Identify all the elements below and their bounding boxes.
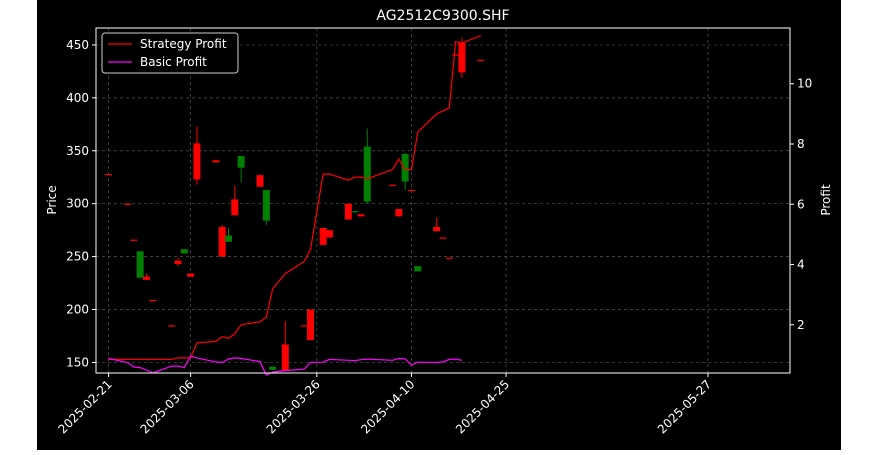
candle-body [433, 226, 441, 232]
candle-body [401, 153, 409, 182]
y-left-tick-label: 350 [66, 144, 89, 158]
candle-body [180, 249, 188, 254]
y-left-tick-label: 200 [66, 303, 89, 317]
candle-body [237, 156, 245, 168]
candle-body [363, 146, 371, 202]
candle-body [439, 237, 447, 239]
candle-body [105, 174, 113, 176]
candle-body [407, 189, 415, 192]
candle-body [319, 228, 327, 245]
candle-body [395, 208, 403, 217]
candle-body [281, 344, 289, 371]
basic-profit-line [108, 355, 463, 376]
y-right-tick-label: 6 [797, 197, 805, 211]
candle-body [351, 211, 359, 213]
candle-body [212, 160, 220, 163]
candle-body [300, 325, 308, 327]
candle-body [414, 266, 422, 272]
legend-basic-label: Basic Profit [140, 55, 207, 69]
candle-body [142, 276, 150, 280]
grid-lines [96, 28, 790, 373]
y-right-tick-label: 10 [797, 77, 812, 91]
candle-body [344, 203, 352, 220]
figure-background [37, 0, 841, 450]
plot-frame [95, 27, 791, 374]
candle-body [452, 54, 460, 56]
candle-body [187, 273, 195, 277]
y-left-tick-label: 400 [66, 91, 89, 105]
candle-body [136, 251, 144, 278]
candle-body [149, 299, 157, 302]
candle-body [174, 260, 182, 264]
strategy-profit-line [108, 34, 482, 360]
candle-body [269, 366, 277, 370]
y-left-tick-label: 300 [66, 197, 89, 211]
candle-body [357, 214, 365, 217]
candle-body [231, 199, 239, 216]
candle-body [307, 309, 315, 341]
y-right-tick-label: 8 [797, 137, 805, 151]
candle-body [325, 230, 333, 238]
chart-title: AG2512C9300.SHF [376, 8, 509, 24]
candle-body [389, 184, 397, 186]
candle-body [168, 325, 176, 327]
candle-body [224, 235, 232, 242]
candle-body [445, 257, 453, 259]
candle-body [130, 239, 138, 241]
y-right-tick-label: 4 [797, 258, 805, 272]
legend: Strategy Profit Basic Profit [101, 32, 239, 74]
y-left-tick-label: 450 [66, 38, 89, 52]
candle-body [262, 189, 270, 221]
candle-body [477, 59, 485, 61]
candle-body [124, 203, 132, 205]
candle-body [193, 143, 201, 180]
y-right-tick-label: 2 [797, 318, 805, 332]
y-axis-left-label: Price [45, 185, 59, 214]
y-left-tick-label: 250 [66, 250, 89, 264]
candle-body [458, 42, 466, 73]
chart-marks [105, 34, 485, 376]
legend-strategy-label: Strategy Profit [140, 37, 227, 51]
candle-body [256, 175, 264, 187]
y-axis-right-label: Profit [819, 184, 833, 216]
candle-body [218, 226, 226, 257]
legend-box [101, 32, 239, 74]
y-left-tick-label: 150 [66, 355, 89, 369]
